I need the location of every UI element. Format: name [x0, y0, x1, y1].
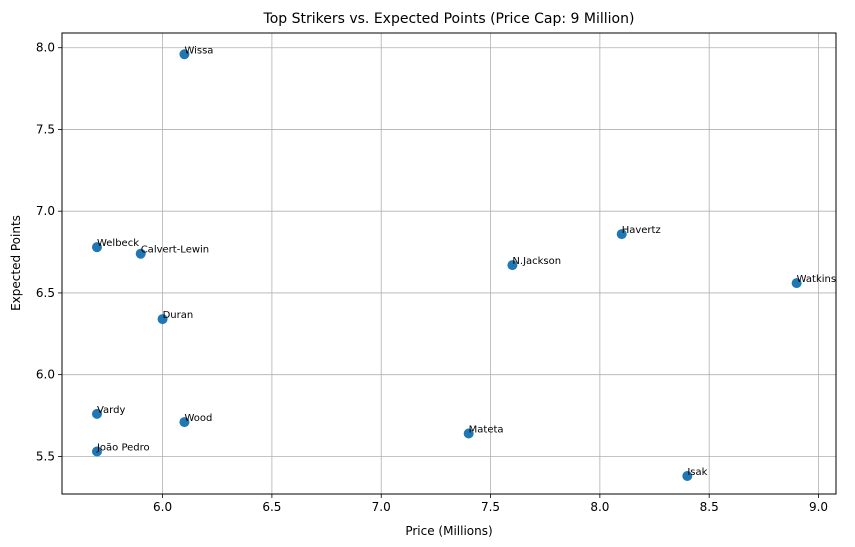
grid-lines	[62, 33, 836, 494]
point-label: Wissa	[184, 45, 213, 56]
y-axis-label: Expected Points	[9, 215, 23, 311]
y-axis-ticks: 5.5 6.0 6.5 7.0 7.5 8.0	[36, 41, 62, 463]
data-point	[791, 278, 802, 289]
x-axis-label: Price (Millions)	[405, 524, 492, 538]
y-tick-label: 7.0	[36, 204, 55, 218]
plot-frame	[61, 32, 837, 495]
y-tick-label: 6.0	[36, 368, 55, 382]
data-points	[91, 49, 802, 482]
chart-title: Top Strikers vs. Expected Points (Price …	[263, 11, 635, 27]
point-label: Mateta	[469, 425, 504, 436]
x-tick-label: 7.5	[481, 500, 500, 514]
data-point	[179, 417, 190, 428]
point-label: Watkins	[797, 274, 836, 285]
point-label: N.Jackson	[512, 256, 561, 267]
data-point	[507, 260, 518, 271]
x-tick-label: 9.0	[809, 500, 828, 514]
data-point	[682, 471, 693, 482]
y-tick-label: 7.5	[36, 122, 55, 136]
data-point	[91, 446, 102, 457]
x-axis-ticks: 6.0 6.5 7.0 7.5 8.0 8.5 9.0	[153, 494, 828, 514]
data-point	[616, 229, 627, 240]
y-tick-label: 5.5	[36, 449, 55, 463]
x-tick-label: 6.5	[262, 500, 281, 514]
point-label: Duran	[163, 310, 194, 321]
data-point	[463, 428, 474, 439]
data-point	[157, 314, 168, 325]
point-label: Welbeck	[97, 238, 139, 249]
x-tick-label: 7.0	[372, 500, 391, 514]
data-point	[135, 248, 146, 259]
y-tick-label: 8.0	[36, 41, 55, 55]
point-label: Wood	[184, 413, 212, 424]
point-label: Havertz	[622, 225, 661, 236]
point-label: João Pedro	[96, 442, 150, 453]
x-tick-label: 8.0	[590, 500, 609, 514]
point-label: Isak	[687, 467, 707, 478]
x-tick-label: 6.0	[153, 500, 172, 514]
data-point	[91, 242, 102, 253]
point-label: Calvert-Lewin	[141, 245, 209, 256]
data-point	[179, 49, 190, 60]
point-label: Vardy	[97, 405, 125, 416]
data-point	[91, 408, 102, 419]
x-tick-label: 8.5	[700, 500, 719, 514]
y-tick-label: 6.5	[36, 286, 55, 300]
